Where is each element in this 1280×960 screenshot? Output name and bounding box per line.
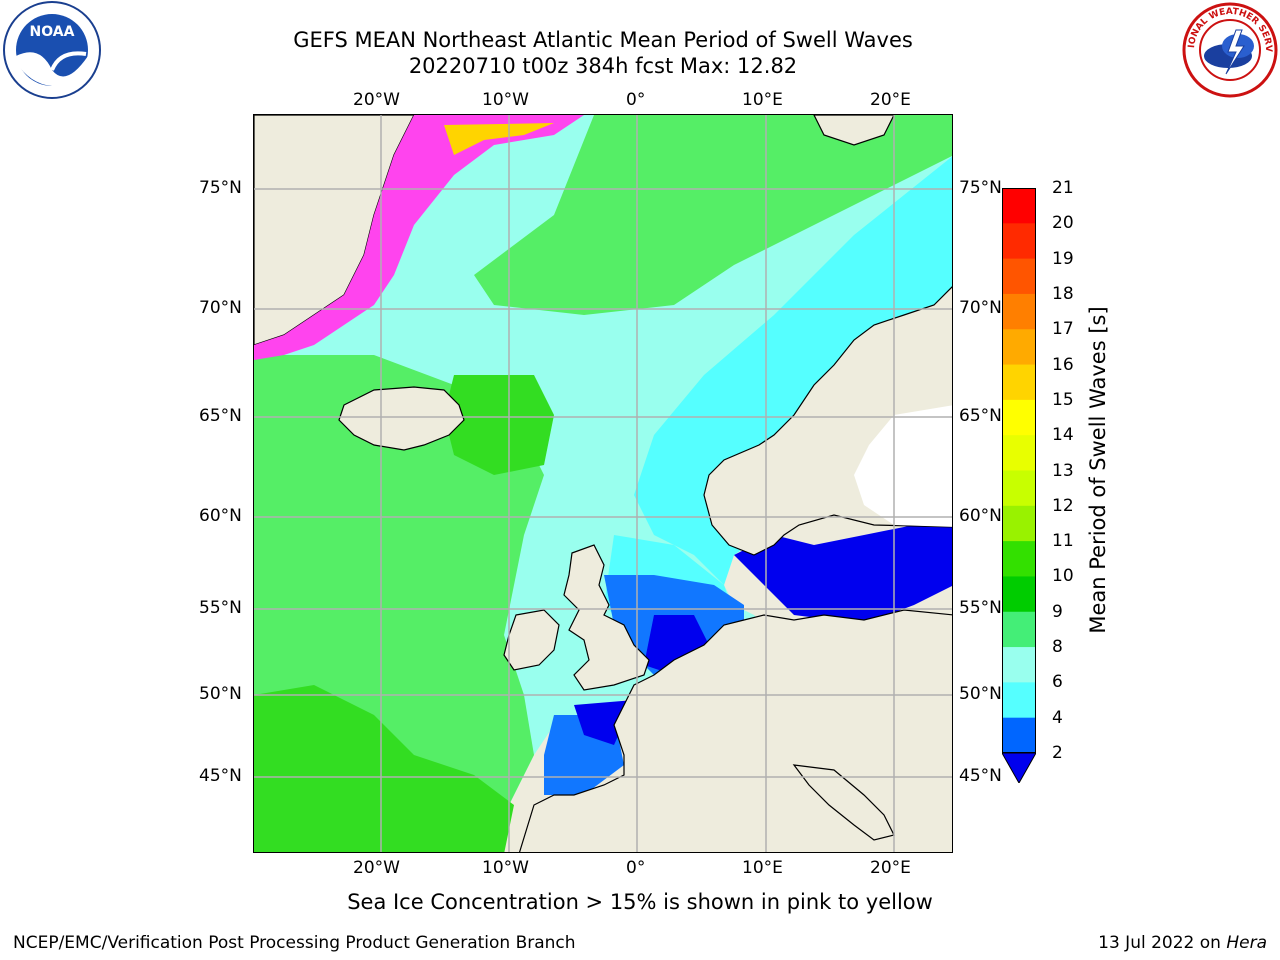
colorbar-block	[1002, 329, 1036, 366]
footer-credit: NCEP/EMC/Verification Post Processing Pr…	[13, 933, 576, 953]
bright-green-patch-north	[474, 115, 952, 315]
colorbar-tick-label: 6	[1052, 672, 1063, 693]
lat-tick-right-75n: 75°N	[959, 178, 1002, 198]
colorbar-extend-triangle	[1002, 752, 1036, 783]
colorbar-block	[1002, 647, 1036, 683]
colorbar-tick-label: 9	[1052, 601, 1063, 622]
lon-tick-top-0: 0°	[626, 90, 646, 110]
colorbar-block	[1002, 682, 1036, 719]
colorbar-block	[1002, 223, 1036, 260]
lat-tick-right-50n: 50°N	[959, 684, 1002, 704]
sea-ice-caption: Sea Ice Concentration > 15% is shown in …	[347, 890, 933, 914]
bright-green-patch-south	[254, 685, 514, 852]
footer-date: 13 Jul 2022 on Hera	[1098, 933, 1267, 953]
colorbar	[1002, 188, 1036, 783]
colorbar-block	[1002, 188, 1036, 224]
lat-tick-right-45n: 45°N	[959, 766, 1002, 786]
lon-tick-top-20w: 20°W	[353, 90, 400, 110]
colorbar-block	[1002, 470, 1036, 507]
italy-land	[792, 764, 895, 841]
colorbar-tick-label: 21	[1052, 178, 1074, 198]
lat-tick-left-70n: 70°N	[199, 298, 242, 318]
map-panel	[253, 114, 953, 853]
lon-tick-bottom-10e: 10°E	[742, 858, 783, 878]
lon-tick-bottom-10w: 10°W	[482, 858, 529, 878]
lon-tick-bottom-0: 0°	[626, 858, 646, 878]
lat-tick-right-65n: 65°N	[959, 406, 1002, 426]
swell-period-map	[254, 115, 952, 852]
colorbar-tick-label: 14	[1052, 425, 1074, 446]
lat-tick-left-75n: 75°N	[199, 178, 242, 198]
colorbar-block	[1002, 576, 1036, 613]
colorbar-tick-label: 18	[1052, 283, 1074, 304]
lat-tick-left-45n: 45°N	[199, 766, 242, 786]
colorbar-block	[1002, 399, 1036, 436]
colorbar-block	[1002, 611, 1036, 648]
sea-ice-yellow-edge	[444, 123, 554, 155]
lat-tick-left-50n: 50°N	[199, 684, 242, 704]
deep-blue-baltic	[734, 525, 952, 620]
colorbar-tick-label: 11	[1052, 531, 1074, 552]
colorbar-block	[1002, 293, 1036, 330]
bothnia-no-data	[854, 405, 952, 527]
footer-host: Hera	[1226, 933, 1267, 953]
lat-tick-left-65n: 65°N	[199, 406, 242, 426]
colorbar-tick-label: 19	[1052, 248, 1074, 269]
colorbar-tick-label: 15	[1052, 389, 1074, 410]
colorbar-block	[1002, 541, 1036, 577]
lat-tick-right-55n: 55°N	[959, 598, 1002, 618]
colorbar-block	[1002, 364, 1036, 401]
colorbar-tick-label: 12	[1052, 495, 1074, 516]
colorbar-blocks	[1002, 188, 1036, 754]
colorbar-block	[1002, 505, 1036, 542]
bright-green-patch-iceland	[444, 375, 554, 475]
lat-tick-right-70n: 70°N	[959, 298, 1002, 318]
lat-tick-left-55n: 55°N	[199, 598, 242, 618]
colorbar-tick-label: 20	[1052, 213, 1074, 234]
chart-subtitle: 20220710 t00z 384h fcst Max: 12.82	[408, 54, 798, 78]
colorbar-tick-label: 17	[1052, 319, 1074, 340]
colorbar-block	[1002, 717, 1036, 754]
colorbar-tick-label: 13	[1052, 460, 1074, 481]
lat-tick-right-60n: 60°N	[959, 506, 1002, 526]
footer-date-text: 13 Jul 2022 on	[1098, 933, 1227, 953]
lon-tick-bottom-20w: 20°W	[353, 858, 400, 878]
iceland-land	[338, 386, 465, 451]
grid-lines	[254, 115, 952, 852]
noaa-logo-text: NOAA	[30, 24, 75, 40]
lon-tick-top-20e: 20°E	[870, 90, 911, 110]
colorbar-outline	[1002, 188, 1036, 753]
colorbar-tick-label: 16	[1052, 354, 1074, 375]
great-britain-land	[563, 544, 650, 691]
sea-ice-band	[254, 115, 584, 360]
colorbar-tick-label: 2	[1052, 743, 1063, 763]
svalbard-land	[813, 115, 895, 146]
chart-title: GEFS MEAN Northeast Atlantic Mean Period…	[293, 28, 913, 52]
colorbar-block	[1002, 258, 1036, 295]
colorbar-block	[1002, 435, 1036, 471]
lon-tick-top-10w: 10°W	[482, 90, 529, 110]
colorbar-tick-label: 4	[1052, 707, 1063, 728]
colorbar-tick-label: 10	[1052, 566, 1074, 587]
ireland-land	[503, 609, 560, 671]
colorbar-tick-label: 8	[1052, 637, 1063, 658]
lon-tick-top-10e: 10°E	[742, 90, 783, 110]
colorbar-label: Mean Period of Swell Waves [s]	[1086, 306, 1110, 634]
lon-tick-bottom-20e: 20°E	[870, 858, 911, 878]
noaa-logo: NOAA	[3, 1, 101, 99]
lat-tick-left-60n: 60°N	[199, 506, 242, 526]
nws-logo: NATIONAL WEATHER SERVICE	[1176, 0, 1278, 98]
